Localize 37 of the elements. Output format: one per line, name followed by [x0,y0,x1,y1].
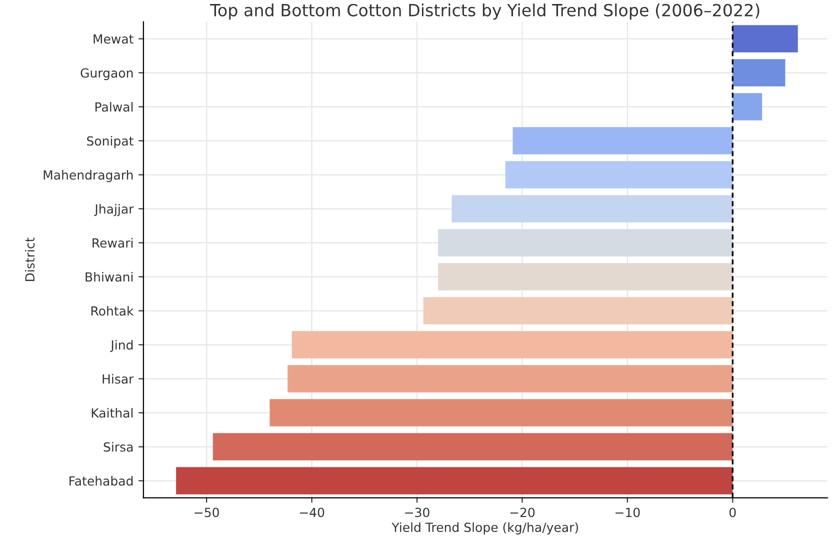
bar [176,467,733,494]
bar [505,161,733,188]
bar [212,433,733,460]
y-axis-title: District [24,238,35,281]
bar [438,263,733,290]
x-tick-label: 0 [729,508,736,518]
bar [292,331,733,358]
bar [452,195,733,222]
y-tick-label: Fatehabad [70,476,133,486]
bar [732,59,786,86]
x-tick-label: −50 [194,508,219,518]
bar [512,127,733,154]
y-tick-label: Sonipat [87,136,134,148]
bar [288,365,733,392]
bar [423,297,733,324]
bar [732,25,798,52]
x-tick-label: −10 [616,508,640,518]
y-tick-label: Palwal [95,102,133,112]
y-tick-label: Jhajjar [94,204,134,216]
y-tick-label: Jind [110,340,133,352]
x-tick-label: −40 [300,508,324,518]
bar [438,229,733,256]
y-tick-label: Sirsa [104,442,133,452]
chart-title: Top and Bottom Cotton Districts by Yield Trend Slope (2006–2022) [210,4,760,20]
y-tick-label: Mahendragarh [44,170,133,182]
x-tick-label: −30 [405,508,430,518]
y-tick-label: Kaithal [92,408,133,418]
y-tick-label: Mewat [94,34,134,44]
bar [732,93,762,120]
y-tick-label: Gurgaon [80,68,133,80]
y-tick-label: Rohtak [91,306,134,316]
bar [270,399,733,426]
x-axis-title: Yield Trend Slope (kg/ha/year) [392,522,578,534]
y-tick-label: Hisar [102,374,134,384]
y-tick-label: Bhiwani [86,272,133,282]
x-tick-label: −20 [510,508,535,518]
y-tick-label: Rewari [92,238,133,248]
